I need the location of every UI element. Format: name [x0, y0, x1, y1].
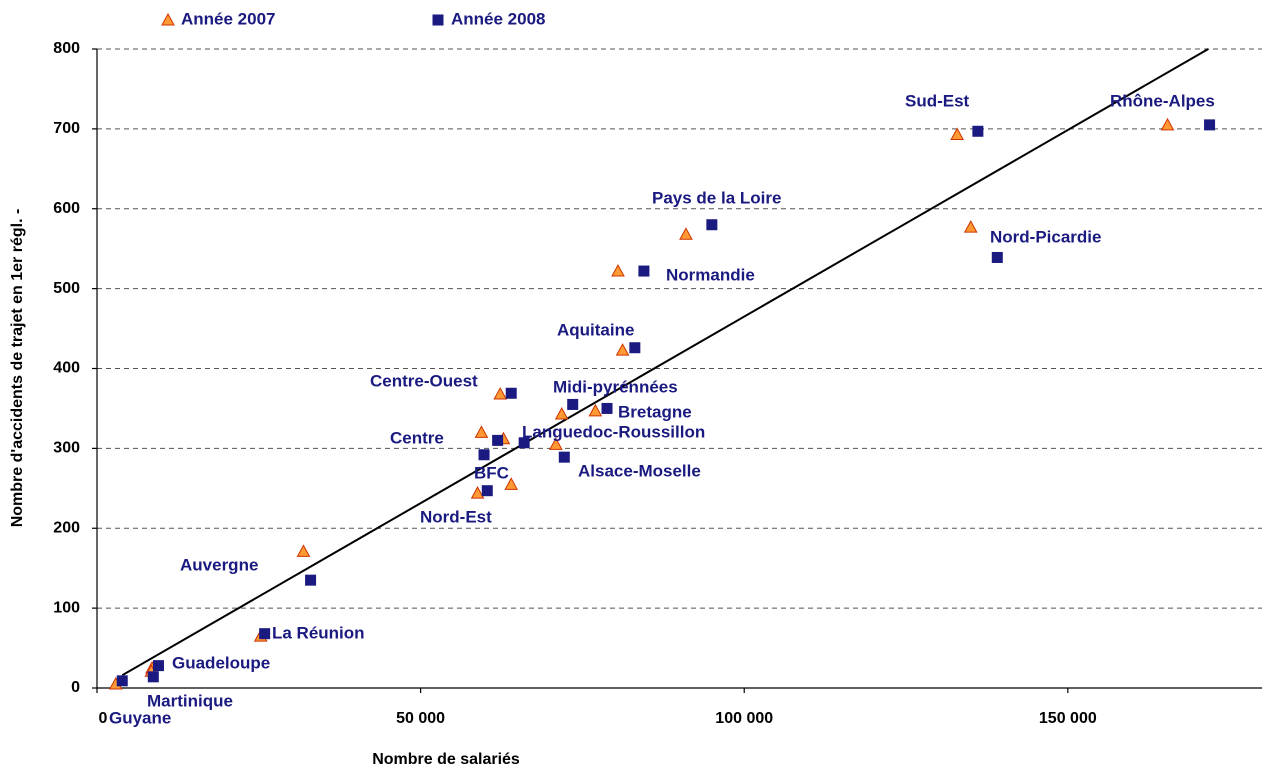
point-triangle	[615, 343, 630, 356]
point-triangle	[549, 437, 563, 450]
point-square	[558, 451, 570, 463]
point-square	[706, 219, 718, 231]
point-label: Aquitaine	[557, 320, 634, 339]
y-tick-label: 700	[53, 120, 80, 137]
point-square	[567, 398, 579, 410]
y-tick-label: 200	[53, 519, 80, 536]
x-tick-label: 50 000	[396, 710, 445, 727]
trendline	[121, 48, 1209, 677]
point-square	[518, 437, 530, 449]
point-label: Nord-Est	[420, 507, 492, 526]
point-square	[601, 402, 613, 414]
y-tick-label: 300	[53, 440, 80, 457]
point-square	[305, 574, 317, 586]
legend-label: Année 2008	[451, 9, 546, 28]
point-triangle	[474, 425, 489, 438]
point-triangle	[679, 227, 693, 240]
point-triangle	[470, 486, 485, 499]
point-label: Centre	[390, 428, 444, 447]
point-label: Midi-pyrénnées	[553, 377, 678, 396]
x-axis-title: Nombre de salariés	[372, 751, 520, 768]
point-triangle	[504, 477, 519, 490]
point-square	[259, 628, 271, 640]
point-square	[152, 660, 164, 672]
point-triangle	[950, 127, 965, 140]
point-square	[505, 387, 517, 399]
point-square	[147, 671, 159, 683]
point-label: Guyane	[109, 708, 171, 727]
point-square	[481, 485, 493, 497]
y-tick-label: 600	[53, 200, 80, 217]
point-label: Languedoc-Roussillon	[522, 422, 705, 441]
point-square	[629, 342, 641, 354]
point-label: Alsace-Moselle	[578, 461, 701, 480]
point-label: Guadeloupe	[172, 653, 270, 672]
point-label: Rhône-Alpes	[1110, 91, 1215, 110]
point-label: Pays de la Loire	[652, 188, 781, 207]
point-square	[638, 265, 650, 277]
y-axis-title: Nombre d'accidents de trajet en 1er régl…	[9, 209, 26, 528]
legend-marker	[432, 14, 444, 26]
point-triangle	[588, 403, 603, 417]
point-square	[991, 251, 1003, 263]
point-label: Sud-Est	[905, 91, 970, 110]
point-triangle	[611, 264, 625, 277]
point-triangle	[963, 220, 978, 233]
y-tick-label: 800	[53, 40, 80, 57]
y-tick-label: 400	[53, 360, 80, 377]
y-tick-label: 100	[53, 599, 80, 616]
point-label: Nord-Picardie	[990, 227, 1101, 246]
point-square	[478, 449, 490, 461]
point-label: Normandie	[666, 265, 755, 284]
point-triangle	[1160, 117, 1175, 131]
point-triangle	[296, 544, 311, 557]
point-square	[1204, 119, 1216, 131]
point-label: Martinique	[147, 691, 233, 710]
legend-label: Année 2007	[181, 9, 276, 28]
y-tick-label: 0	[71, 679, 80, 696]
point-label: Bretagne	[618, 402, 692, 421]
point-label: Auvergne	[180, 555, 258, 574]
point-triangle	[554, 406, 569, 420]
point-label: BFC	[474, 463, 509, 482]
legend-marker	[161, 12, 175, 26]
point-label: Centre-Ouest	[370, 371, 478, 390]
point-square	[972, 125, 984, 137]
point-triangle	[493, 387, 508, 400]
x-tick-label: 150 000	[1039, 710, 1097, 727]
x-tick-label: 100 000	[715, 710, 773, 727]
point-square	[116, 675, 128, 687]
point-square	[492, 434, 504, 446]
y-tick-label: 500	[53, 280, 80, 297]
x-tick-label: 0	[99, 710, 108, 727]
point-label: La Réunion	[272, 623, 365, 642]
